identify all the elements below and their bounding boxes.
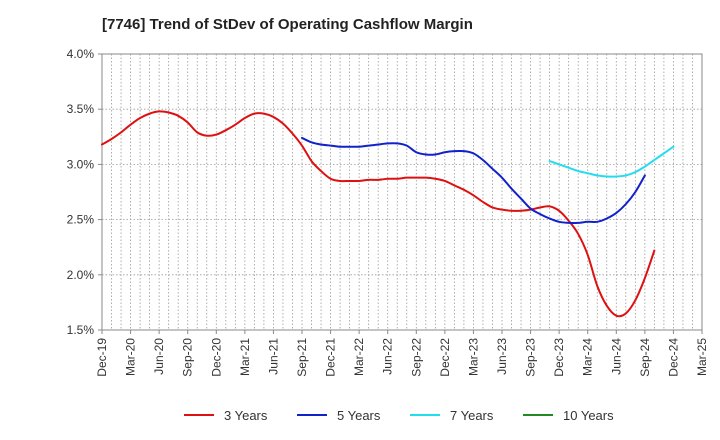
x-tick-label: Jun-24 [609,338,623,375]
chart-title: [7746] Trend of StDev of Operating Cashf… [102,16,473,33]
x-tick-label: Mar-23 [466,338,480,376]
x-tick-label: Jun-20 [152,338,166,375]
x-tick-label: Sep-20 [181,338,195,377]
x-tick-label: Dec-22 [438,338,452,377]
x-tick-label: Sep-21 [295,338,309,377]
plot-area-border [101,53,703,331]
x-tick-label: Jun-22 [381,338,395,375]
series-line-7-years [548,145,675,178]
x-tick-label: Jun-23 [495,338,509,375]
y-tick-label: 3.0% [67,157,95,171]
legend: 3 Years 5 Years 7 Years 10 Years [184,408,614,423]
series-line-5-years [301,136,646,225]
y-tick-label: 4.0% [67,47,95,61]
y-tick-label: 1.5% [67,323,95,337]
legend-label-10-years: 10 Years [563,408,614,423]
x-tick-label: Dec-20 [209,338,223,377]
x-tick-label: Sep-22 [409,338,423,377]
y-tick-label: 3.5% [67,102,95,116]
x-tick-label: Mar-22 [352,338,366,376]
x-tick-label: Sep-23 [524,338,538,377]
x-tick-label: Mar-20 [124,338,138,376]
x-axis: Dec-19 Mar-20 Jun-20 Sep-20 Dec-20 Mar-21 Jun-… [95,330,709,377]
x-tick-label: Mar-25 [695,338,709,376]
y-tick-label: 2.5% [67,213,95,227]
y-tick-label: 2.0% [67,268,95,282]
x-tick-label: Jun-21 [266,338,280,375]
series-line-3-years [101,110,656,318]
legend-label-5-years: 5 Years [337,408,381,423]
x-tick-label: Mar-24 [581,338,595,376]
grid [102,54,702,330]
legend-label-7-years: 7 Years [450,408,494,423]
x-tick-label: Mar-21 [238,338,252,376]
x-tick-label: Dec-19 [95,338,109,377]
plot-frame [101,53,703,331]
x-tick-label: Sep-24 [638,338,652,377]
x-tick-label: Dec-21 [324,338,338,377]
y-axis: 1.5% 2.0% 2.5% 3.0% 3.5% 4.0% [67,47,102,337]
x-tick-label: Dec-23 [552,338,566,377]
legend-label-3-years: 3 Years [224,408,268,423]
x-tick-label: Dec-24 [666,338,680,377]
series-group [101,110,675,318]
